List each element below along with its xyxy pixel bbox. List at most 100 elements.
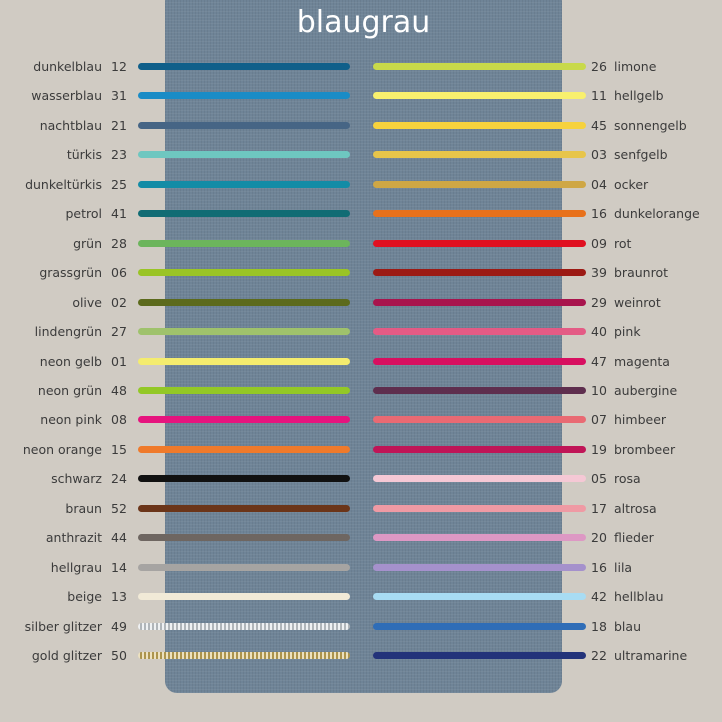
cord-row-right: 29 weinrot xyxy=(371,293,722,313)
color-name: sonnengelb xyxy=(614,117,687,133)
cord-swatch xyxy=(138,239,350,247)
cord-row-left: gold glitzer 50 xyxy=(0,646,352,666)
page-title: blaugrau xyxy=(296,5,431,40)
cord-swatch xyxy=(138,151,350,159)
cord-swatch xyxy=(373,63,586,70)
color-number: 49 xyxy=(111,618,127,634)
cord-row-left: grassgrün 06 xyxy=(0,263,352,283)
cord-swatch xyxy=(373,180,586,188)
cord-row-right: 03 senfgelb xyxy=(371,145,722,165)
color-number: 39 xyxy=(591,265,607,281)
fabric-panel xyxy=(165,0,562,693)
color-number: 27 xyxy=(111,324,127,340)
color-name: wasserblau xyxy=(31,88,102,104)
color-number: 12 xyxy=(111,59,127,74)
color-number: 26 xyxy=(591,59,607,74)
cord-swatch xyxy=(138,63,350,70)
cord-swatch xyxy=(373,652,586,659)
cord-swatch xyxy=(373,328,586,336)
color-name: dunkeltürkis xyxy=(25,176,102,192)
color-number: 24 xyxy=(111,471,127,487)
cord-row-right: 10 aubergine xyxy=(371,381,722,401)
color-name: anthrazit xyxy=(45,530,102,546)
color-name: neon pink xyxy=(40,412,102,428)
color-name: pink xyxy=(614,324,641,340)
color-number: 06 xyxy=(111,265,127,281)
cord-swatch xyxy=(138,504,350,512)
cord-row-right: 17 altrosa xyxy=(371,499,722,519)
cord-swatch xyxy=(373,622,586,630)
cord-row-left: hellgrau 14 xyxy=(0,558,352,578)
cord-row-left: braun 52 xyxy=(0,499,352,519)
color-number: 21 xyxy=(111,117,127,133)
cord-row-right: 18 blau xyxy=(371,617,722,637)
cord-row-left: türkis 23 xyxy=(0,145,352,165)
color-name: senfgelb xyxy=(614,147,668,163)
cord-swatch xyxy=(373,357,586,365)
cord-swatch xyxy=(138,357,350,365)
cord-swatch xyxy=(138,298,350,306)
color-number: 17 xyxy=(591,500,607,516)
cord-swatch xyxy=(373,386,586,394)
cord-row-left: neon grün 48 xyxy=(0,381,352,401)
cord-swatch xyxy=(138,475,350,483)
cord-row-right: 47 magenta xyxy=(371,352,722,372)
cord-row-left: schwarz 24 xyxy=(0,469,352,489)
color-number: 31 xyxy=(111,88,127,104)
color-name: altrosa xyxy=(614,500,657,516)
color-number: 08 xyxy=(111,412,127,428)
color-name: olive xyxy=(72,294,102,310)
cord-row-right: 16 dunkelorange xyxy=(371,204,722,224)
color-number: 16 xyxy=(591,559,607,575)
cord-row-left: neon orange 15 xyxy=(0,440,352,460)
color-name: ultramarine xyxy=(614,648,688,663)
cord-swatch xyxy=(138,121,350,129)
cord-swatch xyxy=(138,622,350,630)
color-number: 42 xyxy=(591,589,607,605)
color-number: 52 xyxy=(111,500,127,516)
cord-swatch xyxy=(373,445,586,453)
cord-swatch xyxy=(373,504,586,512)
color-name: grassgrün xyxy=(39,265,102,281)
color-name: flieder xyxy=(614,530,654,546)
color-name: schwarz xyxy=(51,471,102,487)
cord-row-left: wasserblau 31 xyxy=(0,86,352,106)
color-number: 14 xyxy=(111,559,127,575)
color-name: rot xyxy=(614,235,632,251)
color-name: petrol xyxy=(65,206,102,222)
cord-row-right: 26 limone xyxy=(371,57,722,77)
color-name: braunrot xyxy=(614,265,668,281)
cord-row-right: 11 hellgelb xyxy=(371,86,722,106)
color-number: 10 xyxy=(591,382,607,398)
color-number: 18 xyxy=(591,618,607,634)
cord-row-right: 09 rot xyxy=(371,234,722,254)
cord-swatch xyxy=(138,593,350,601)
color-name: beige xyxy=(67,589,102,605)
cord-swatch xyxy=(373,151,586,159)
color-name: limone xyxy=(614,59,657,74)
color-number: 15 xyxy=(111,441,127,457)
cord-row-right: 42 hellblau xyxy=(371,587,722,607)
cord-row-left: dunkelblau 12 xyxy=(0,57,352,77)
cord-swatch xyxy=(138,210,350,218)
color-number: 28 xyxy=(111,235,127,251)
cord-swatch xyxy=(373,239,586,247)
color-number: 20 xyxy=(591,530,607,546)
cord-row-left: neon pink 08 xyxy=(0,410,352,430)
color-number: 50 xyxy=(111,648,127,663)
cord-row-left: nachtblau 21 xyxy=(0,116,352,136)
color-name: lila xyxy=(614,559,633,575)
cord-row-right: 45 sonnengelb xyxy=(371,116,722,136)
color-number: 45 xyxy=(591,117,607,133)
cord-swatch xyxy=(138,563,350,571)
color-name: hellgrau xyxy=(50,559,102,575)
color-name: blau xyxy=(614,618,641,634)
cord-swatch xyxy=(373,475,586,483)
color-name: aubergine xyxy=(614,382,678,398)
cord-swatch xyxy=(373,298,586,306)
cord-swatch xyxy=(373,416,586,424)
cord-swatch xyxy=(138,416,350,424)
cord-swatch xyxy=(373,269,586,277)
color-number: 01 xyxy=(111,353,127,369)
cord-swatch xyxy=(373,563,586,571)
